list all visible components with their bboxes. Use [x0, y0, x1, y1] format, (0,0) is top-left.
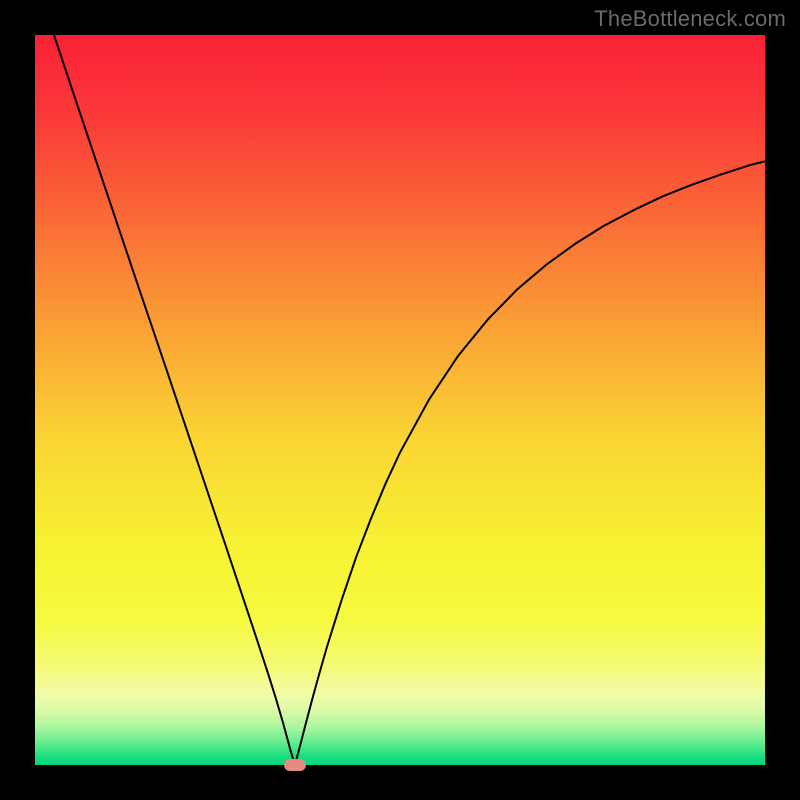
gradient-background: [35, 35, 765, 765]
chart-frame: TheBottleneck.com: [0, 0, 800, 800]
plot-svg: [35, 35, 765, 765]
minimum-marker: [284, 759, 306, 771]
watermark-text: TheBottleneck.com: [594, 6, 786, 32]
plot-area: [35, 35, 765, 765]
